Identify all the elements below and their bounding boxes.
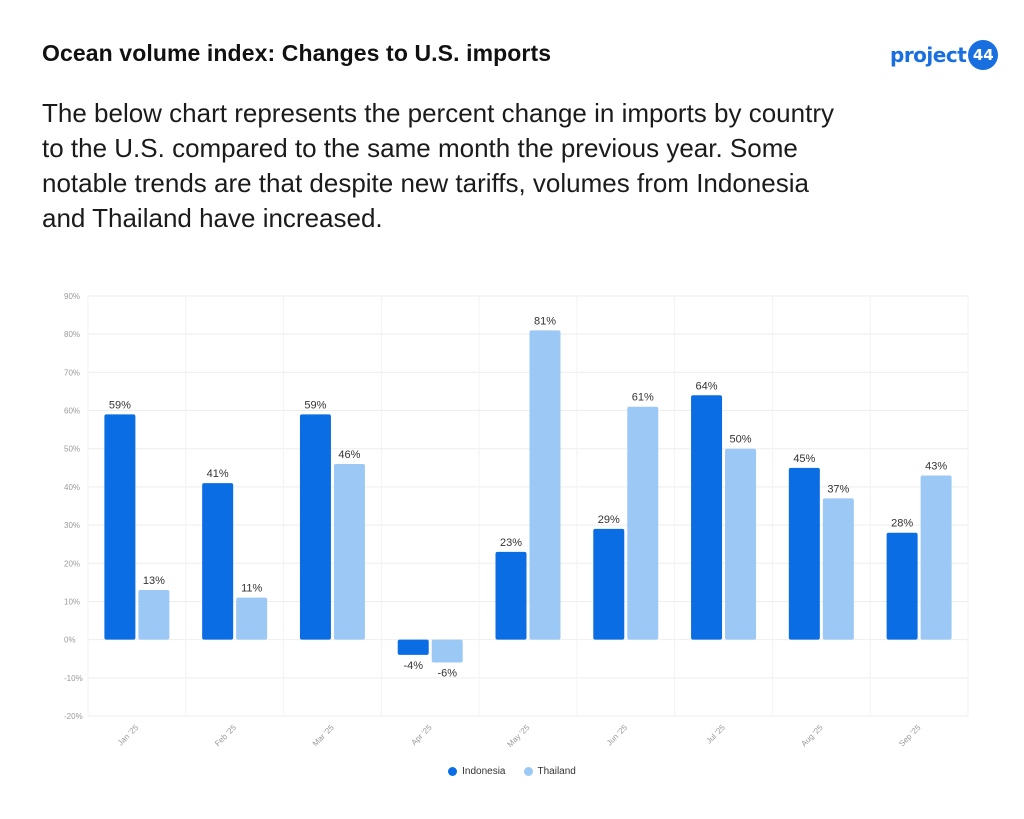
data-label: 61% bbox=[632, 392, 654, 404]
y-tick-label: -10% bbox=[64, 674, 83, 683]
project44-logo: project 44 bbox=[890, 40, 999, 70]
data-label: 13% bbox=[143, 575, 165, 587]
bar-thailand bbox=[333, 464, 365, 640]
y-tick-label: 70% bbox=[64, 368, 80, 377]
chart-title: Ocean volume index: Changes to U.S. impo… bbox=[42, 40, 552, 66]
y-tick-label: -20% bbox=[64, 712, 83, 721]
bar-indonesia bbox=[202, 483, 234, 640]
bar-thailand bbox=[431, 639, 463, 663]
y-tick-label: 50% bbox=[64, 445, 80, 454]
y-tick-label: 10% bbox=[64, 597, 80, 606]
data-label: 64% bbox=[696, 380, 718, 392]
data-label: 28% bbox=[891, 518, 913, 530]
bar-indonesia bbox=[788, 467, 820, 640]
data-label: 50% bbox=[730, 434, 752, 446]
legend-dot-indonesia bbox=[448, 767, 458, 776]
bar-indonesia bbox=[104, 414, 136, 640]
legend-label-thailand: Thailand bbox=[537, 766, 576, 777]
legend-dot-thailand bbox=[523, 767, 533, 776]
data-label: 59% bbox=[109, 399, 131, 411]
bar-chart: 90% 80% 70% 60% 50% 40% 30% 20% 10% 0% -10% -20% 59%… bbox=[64, 292, 969, 749]
bar-thailand bbox=[920, 475, 952, 640]
bar-thailand bbox=[529, 330, 561, 640]
y-tick-label: 60% bbox=[64, 407, 80, 416]
data-label: 37% bbox=[827, 483, 849, 495]
legend-item-indonesia: Indonesia bbox=[448, 766, 506, 777]
y-tick-label: 80% bbox=[64, 330, 80, 339]
data-label: 29% bbox=[598, 514, 620, 526]
x-tick-label: Jan '25 bbox=[116, 723, 141, 748]
bar-thailand bbox=[627, 406, 659, 640]
logo-badge: 44 bbox=[968, 40, 999, 70]
chart-legend: Indonesia Thailand bbox=[0, 766, 1024, 777]
x-tick-label: Sep '25 bbox=[897, 723, 923, 749]
logo-wordmark: project bbox=[890, 43, 967, 67]
bar-indonesia bbox=[886, 532, 918, 640]
bar-indonesia bbox=[691, 395, 723, 640]
bar-indonesia bbox=[593, 528, 625, 640]
y-tick-label: 0% bbox=[64, 636, 76, 645]
x-tick-label: Feb '25 bbox=[213, 723, 238, 748]
bar-thailand bbox=[725, 448, 757, 640]
data-label: 46% bbox=[338, 449, 360, 461]
data-label: 41% bbox=[207, 468, 229, 480]
y-tick-label: 20% bbox=[64, 559, 80, 568]
bar-thailand bbox=[138, 590, 170, 640]
data-label: 23% bbox=[500, 537, 522, 549]
x-tick-label: Jul '25 bbox=[704, 723, 727, 746]
bar-indonesia bbox=[397, 639, 429, 655]
y-tick-label: 90% bbox=[64, 292, 80, 301]
data-label: 43% bbox=[925, 460, 947, 472]
chart-description: The below chart represents the percent c… bbox=[42, 98, 834, 233]
x-tick-label: Mar '25 bbox=[311, 723, 336, 748]
data-label: -4% bbox=[403, 660, 423, 672]
x-tick-label: Jun '25 bbox=[605, 723, 630, 748]
bar-thailand bbox=[236, 597, 268, 640]
data-label: -6% bbox=[437, 668, 457, 680]
data-label: 45% bbox=[793, 453, 815, 465]
bar-indonesia bbox=[299, 414, 331, 640]
bar-indonesia bbox=[495, 551, 527, 640]
x-tick-label: May '25 bbox=[505, 723, 531, 749]
y-tick-label: 40% bbox=[64, 483, 80, 492]
legend-label-indonesia: Indonesia bbox=[462, 766, 506, 777]
data-label: 81% bbox=[534, 315, 556, 327]
data-label: 59% bbox=[304, 399, 326, 411]
bar-thailand bbox=[822, 498, 854, 640]
legend-item-thailand: Thailand bbox=[523, 766, 576, 777]
x-tick-label: Aug '25 bbox=[799, 723, 825, 749]
y-tick-label: 30% bbox=[64, 521, 80, 530]
x-tick-label: Apr '25 bbox=[410, 723, 435, 748]
data-label: 11% bbox=[241, 583, 262, 595]
